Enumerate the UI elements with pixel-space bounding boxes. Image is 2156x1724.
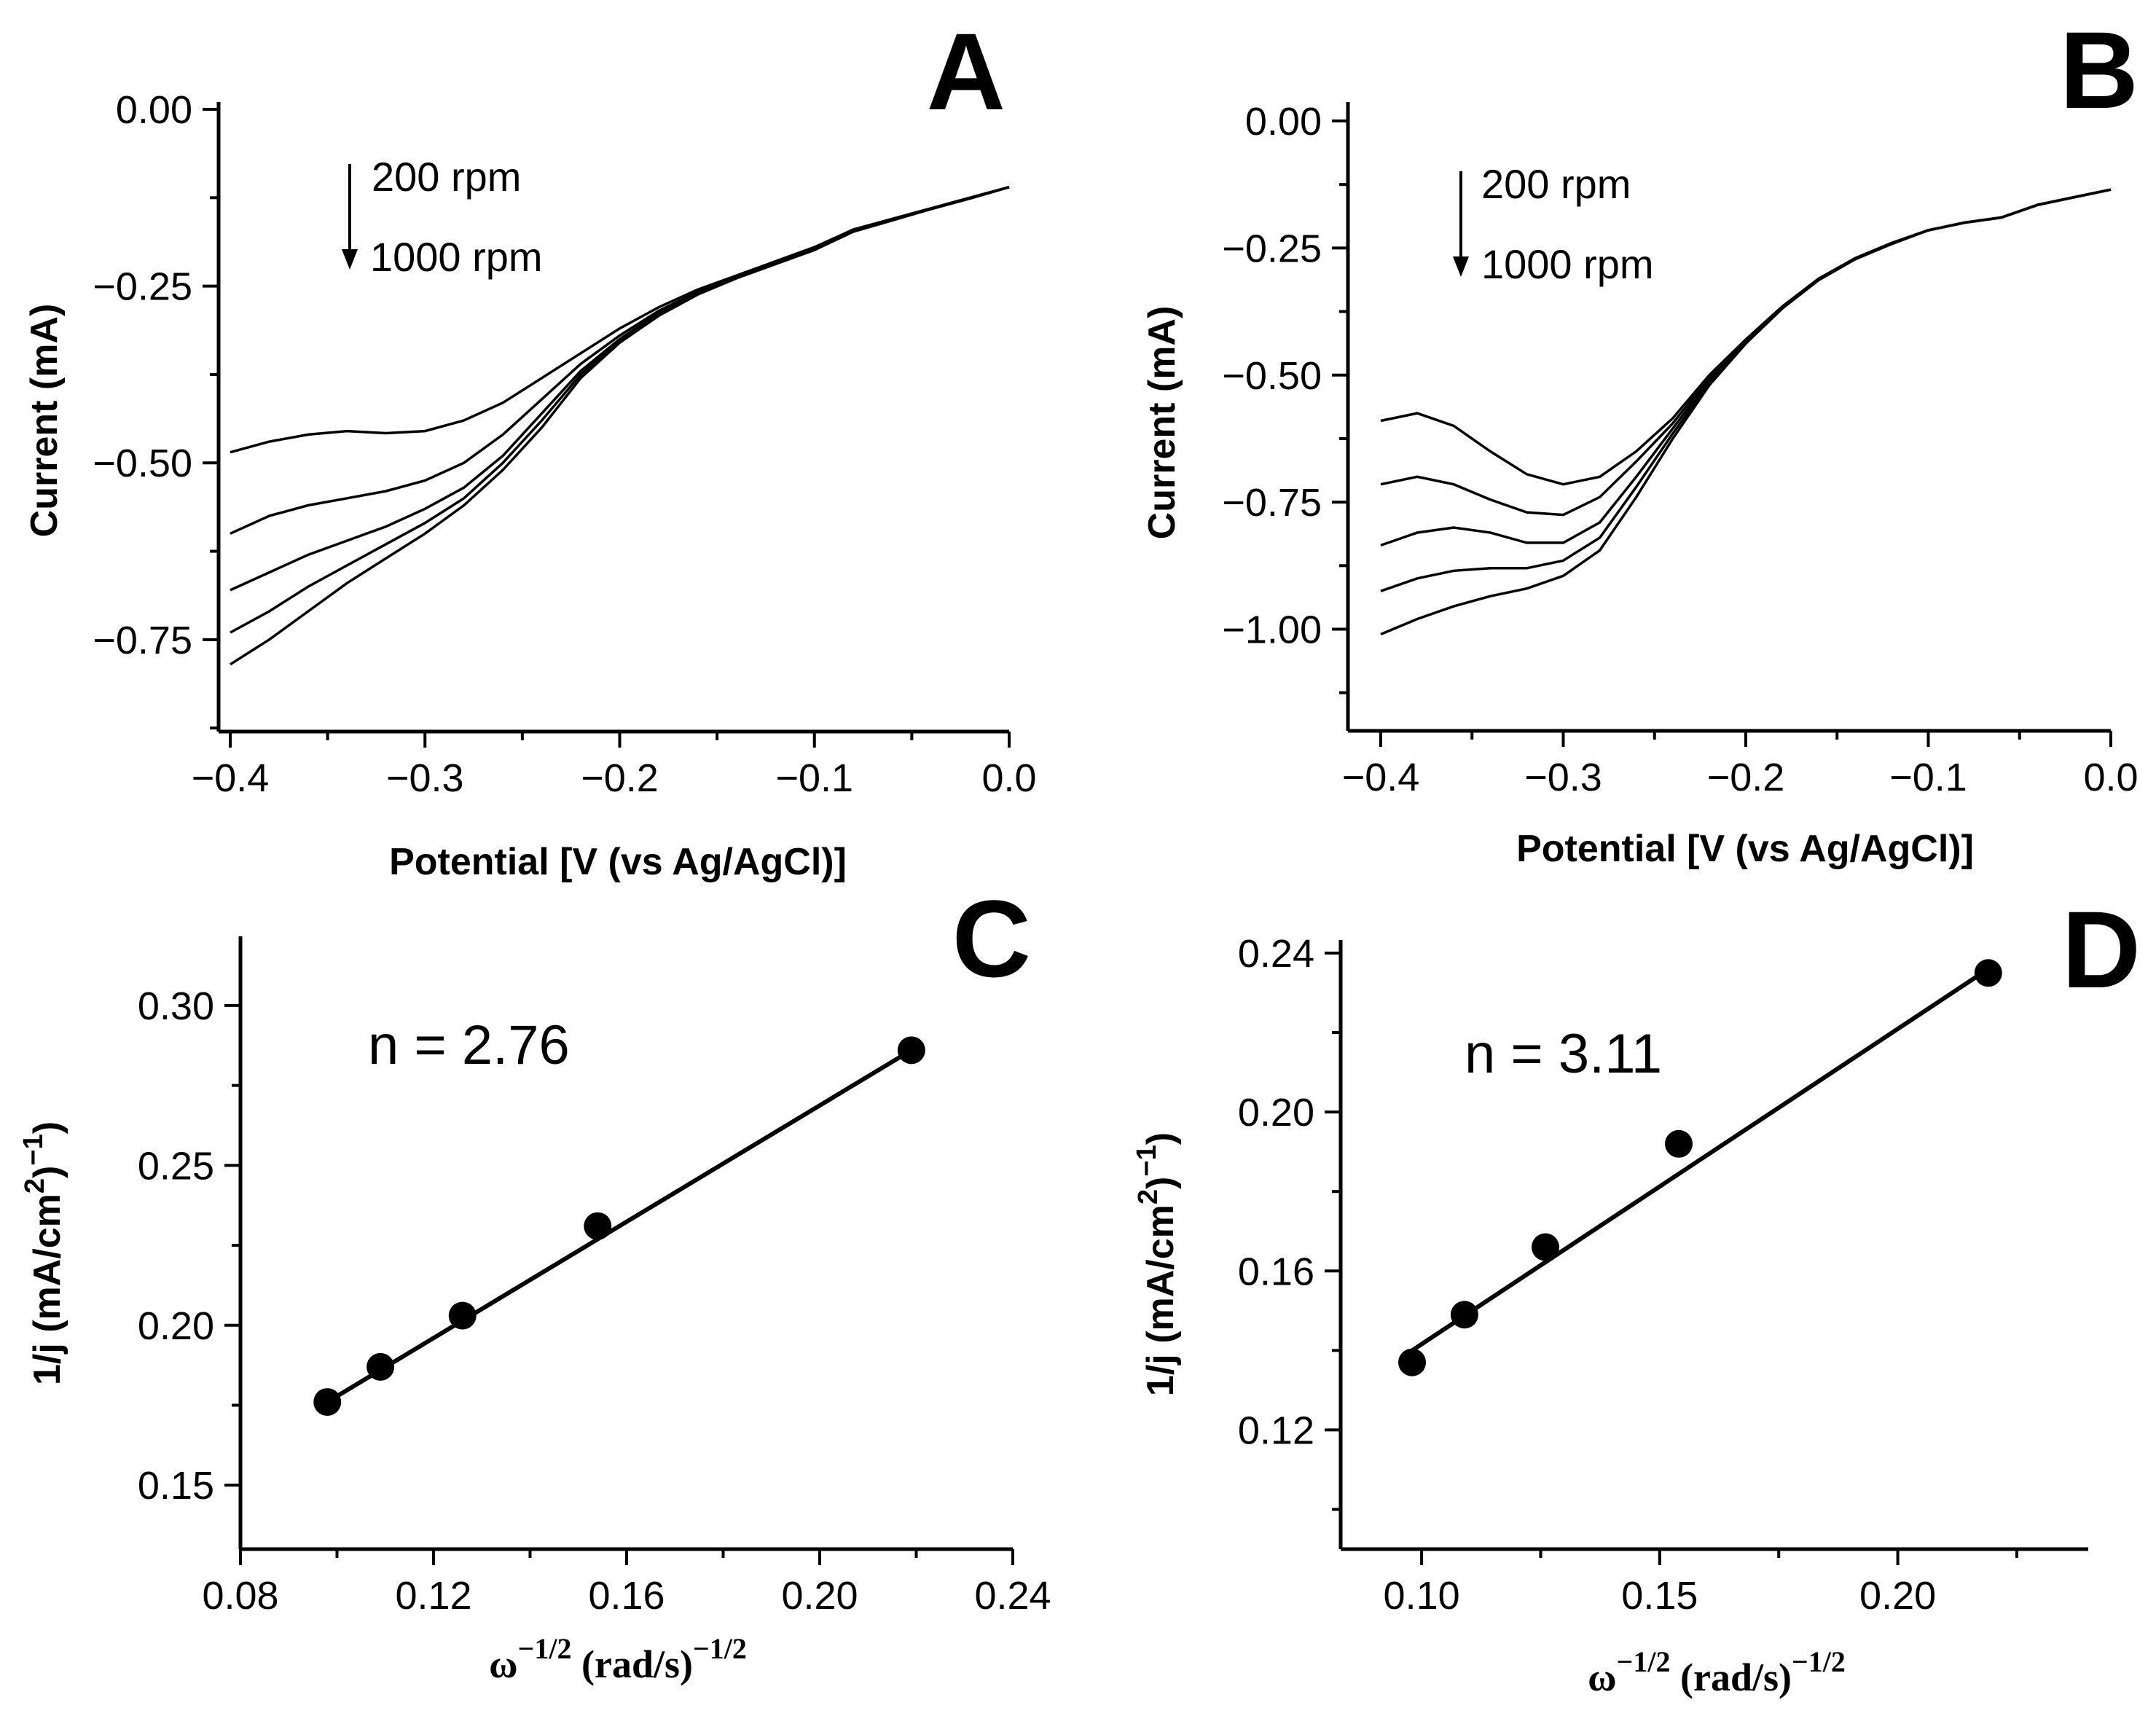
y-tick-label: −0.25 [93, 265, 192, 309]
rpm-label-bottom: 1000 rpm [370, 234, 543, 280]
x-tick-label: 0.08 [202, 1574, 278, 1618]
x-tick-label: 0.20 [1859, 1574, 1936, 1618]
panel-a: −0.4 −0.3 −0.2 −0.1 0.0 0.00 −0.25 −0.50 −0.75 A P… [23, 10, 1037, 883]
x-tick-label: 0.0 [981, 756, 1036, 800]
arrow-down-icon [1453, 256, 1469, 277]
y-title-end: ) [1140, 1132, 1182, 1145]
y-tick-label: 0.15 [138, 1464, 214, 1508]
data-point [897, 1036, 925, 1065]
y-tick-label: 0.16 [1238, 1250, 1314, 1293]
y-tick-label: 0.12 [1238, 1408, 1314, 1452]
x-tick-label: 0.16 [588, 1574, 665, 1618]
data-point [1974, 959, 2002, 987]
x-tick-label: −0.3 [1524, 756, 1602, 799]
y-tick-label: 0.00 [1245, 100, 1322, 144]
rpm-label-top: 200 rpm [372, 154, 521, 200]
data-point [1398, 1348, 1427, 1376]
y-axis-title: 1/j (mA/cm2)−1) [18, 1121, 68, 1385]
x-tick-label: −0.2 [581, 756, 659, 800]
x-tick-label: 0.10 [1384, 1574, 1460, 1618]
x-tick-label: 0.0 [2083, 756, 2138, 799]
y-title-end: ) [26, 1121, 68, 1134]
x-title-unit: (rad/s) [1671, 1656, 1792, 1699]
curve-1000-rpm [230, 186, 1010, 666]
data-point [1664, 1129, 1693, 1158]
y-title-main: 1/j (mA/cm [1140, 1204, 1182, 1396]
y-title-sup2: 2 [1133, 1189, 1164, 1204]
curve-400-rpm [230, 186, 1010, 535]
x-title-unit-exp: −1/2 [693, 1632, 747, 1665]
x-tick-label: −0.4 [192, 756, 270, 800]
data-point [1532, 1233, 1560, 1261]
y-axis-title: Current (mA) [1141, 306, 1183, 540]
y-tick-label: −0.50 [1222, 354, 1322, 398]
n-value-label: n = 2.76 [368, 1014, 570, 1076]
y-title-exp: −1 [1132, 1145, 1162, 1176]
x-title-unit: (rad/s) [572, 1642, 693, 1686]
data-point [448, 1301, 477, 1330]
y-tick-label: −1.00 [1222, 608, 1322, 652]
x-tick-label: −0.2 [1707, 756, 1785, 799]
x-tick-label: −0.1 [1889, 756, 1967, 799]
x-tick-label: 0.12 [395, 1574, 471, 1618]
x-tick-label: −0.4 [1342, 756, 1420, 799]
x-title-omega: ω [489, 1642, 517, 1686]
data-point [584, 1212, 612, 1240]
data-point [313, 1388, 342, 1417]
curve-600-rpm [230, 186, 1010, 592]
x-tick-label: 0.15 [1621, 1574, 1698, 1618]
panel-d: 0.10 0.15 0.200.120.160.200.24 Dω−1/2 (rad/… [1132, 888, 2141, 1699]
fit-line [1411, 967, 1990, 1352]
curve-1000-rpm [1380, 188, 2112, 636]
y-tick-label: 0.00 [116, 88, 192, 132]
y-title-main: 1/j (mA/cm [26, 1194, 68, 1385]
rpm-label-bottom: 1000 rpm [1481, 241, 1654, 287]
fit-line [326, 1048, 913, 1404]
y-axis-title: 1/j (mA/cm2)−1) [1132, 1132, 1182, 1396]
y-tick-label: 0.24 [1238, 932, 1314, 976]
y-tick-label: −0.50 [93, 442, 192, 485]
y-axis-title: Current (mA) [23, 304, 66, 538]
curve-400-rpm [1380, 188, 2112, 517]
y-tick-label: 0.30 [138, 984, 214, 1028]
n-value-label: n = 3.11 [1465, 1023, 1662, 1085]
x-title-unit-exp: −1/2 [1792, 1645, 1846, 1678]
x-axis-title: Potential [V (vs Ag/AgCl)] [389, 841, 847, 883]
y-tick-label: 0.20 [138, 1304, 214, 1348]
panel-letter: A [927, 10, 1006, 133]
x-axis-title: Potential [V (vs Ag/AgCl)] [1516, 828, 1974, 870]
y-tick-label: −0.75 [1222, 481, 1322, 525]
panel-letter: C [952, 877, 1031, 1000]
y-title-sup2: 2 [20, 1178, 50, 1194]
x-axis-title: ω−1/2 (rad/s)−1/2 [1588, 1645, 1846, 1699]
data-point [366, 1352, 395, 1381]
x-title-omega: ω [1588, 1656, 1616, 1699]
x-tick-label: −0.1 [775, 756, 853, 800]
x-title-exp: −1/2 [1617, 1645, 1671, 1678]
curve-200-rpm [1380, 188, 2112, 486]
x-axis-title: ω−1/2 (rad/s)−1/2 [489, 1632, 747, 1686]
x-tick-label: 0.24 [974, 1574, 1051, 1618]
x-title-exp: −1/2 [518, 1632, 572, 1665]
y-tick-label: −0.25 [1222, 227, 1322, 270]
data-point [1450, 1301, 1478, 1329]
y-title-close: ) [26, 1166, 68, 1178]
x-tick-label: 0.20 [781, 1574, 858, 1618]
panel-b: −0.4 −0.3 −0.2 −0.1 0.0 0.00 −0.25 −0.50 −0.75 −1… [1141, 9, 2139, 870]
arrow-down-icon [342, 249, 358, 270]
panel-letter: B [2060, 9, 2139, 131]
y-tick-label: 0.20 [1238, 1091, 1314, 1135]
y-title-exp: −1 [18, 1134, 49, 1165]
y-tick-label: −0.75 [93, 619, 192, 662]
x-tick-label: −0.3 [386, 756, 464, 800]
curve-200-rpm [230, 186, 1010, 454]
panel-c: 0.08 0.12 0.16 0.20 0.240.150.200.250.30Cω−1… [18, 877, 1051, 1686]
rpm-label-top: 200 rpm [1481, 161, 1631, 207]
panel-letter: D [2062, 888, 2141, 1011]
y-tick-label: 0.25 [138, 1144, 214, 1188]
y-title-close: ) [1140, 1177, 1182, 1189]
